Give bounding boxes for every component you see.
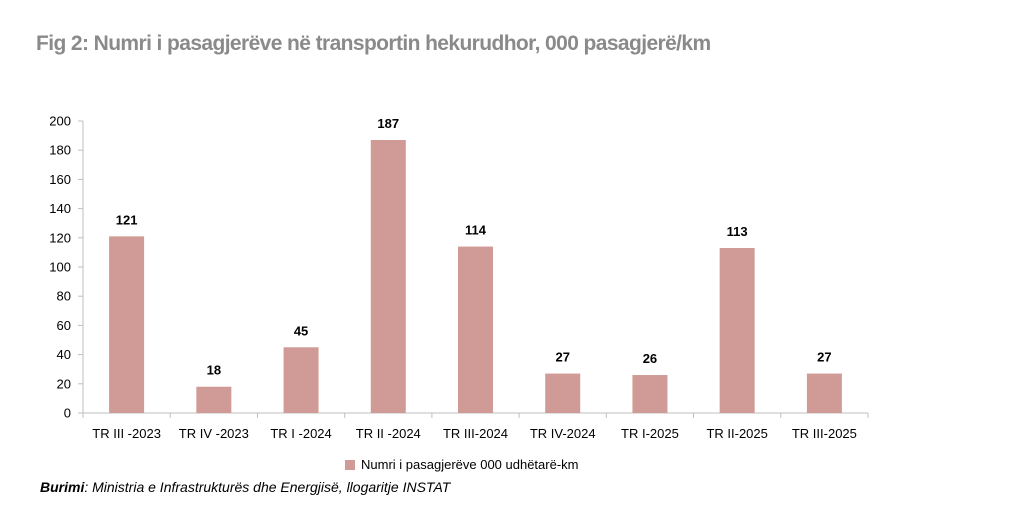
y-tick-label: 200 <box>49 114 71 129</box>
legend-label: Numri i pasagjerëve 000 udhëtarë-km <box>361 457 579 472</box>
bar <box>370 139 406 414</box>
legend-swatch <box>345 459 355 470</box>
x-tick-label: TR III -2023 <box>92 426 161 441</box>
y-tick-label: 0 <box>64 406 71 421</box>
y-tick-label: 180 <box>49 143 71 158</box>
data-label: 26 <box>643 351 657 366</box>
data-label: 45 <box>294 323 308 338</box>
y-tick-label: 120 <box>49 230 71 245</box>
bar-chart: 0 20 40 60 80 100 120 140 160 180 200 121 TR III -20… <box>49 114 869 441</box>
data-label: 18 <box>207 363 221 378</box>
source-text: : Ministria e Infrastrukturës dhe Energj… <box>84 479 451 495</box>
legend: Numri i pasagjerëve 000 udhëtarë-km <box>345 457 579 472</box>
bar <box>109 236 145 413</box>
source-note: Burimi: Ministria e Infrastrukturës dhe … <box>40 479 450 495</box>
data-label: 114 <box>465 223 487 238</box>
y-tick-label: 80 <box>57 289 71 304</box>
bar <box>283 347 319 413</box>
data-label: 121 <box>116 212 138 227</box>
bar <box>545 373 581 413</box>
data-label: 27 <box>817 350 831 365</box>
x-tick-label: TR III-2025 <box>792 426 857 441</box>
data-label: 187 <box>377 116 399 131</box>
bar <box>806 373 842 413</box>
data-label: 27 <box>555 350 569 365</box>
x-tick-label: TR IV -2023 <box>179 426 249 441</box>
x-tick-label: TR IV-2024 <box>530 426 596 441</box>
chart-title: Fig 2: Numri i pasagjerëve në transporti… <box>36 32 711 55</box>
x-tick-label: TR I -2024 <box>270 426 331 441</box>
x-tick-label: TR II -2024 <box>356 426 421 441</box>
source-lead: Burimi <box>40 479 85 495</box>
y-tick-label: 100 <box>49 260 71 275</box>
x-tick-label: TR II-2025 <box>706 426 767 441</box>
data-label: 113 <box>727 224 748 239</box>
bar <box>196 386 232 413</box>
y-tick-label: 40 <box>57 347 71 362</box>
bar <box>719 248 755 413</box>
x-tick-label: TR I-2025 <box>621 426 679 441</box>
bar <box>458 246 493 413</box>
y-tick-label: 160 <box>49 172 71 187</box>
y-tick-label: 20 <box>57 376 71 391</box>
bar <box>632 375 668 413</box>
y-tick-label: 140 <box>49 201 71 216</box>
y-tick-label: 60 <box>57 318 71 333</box>
x-tick-label: TR III-2024 <box>443 426 508 441</box>
